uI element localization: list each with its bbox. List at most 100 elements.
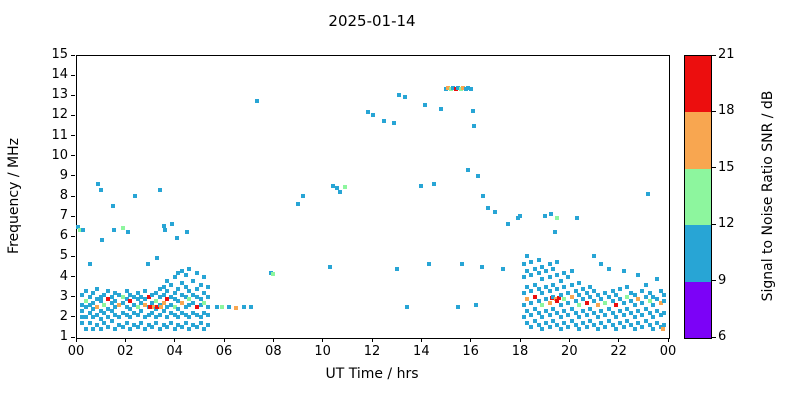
data-point bbox=[91, 326, 96, 331]
colorbar-tick bbox=[712, 223, 716, 225]
data-point bbox=[87, 310, 92, 315]
data-point bbox=[629, 322, 633, 327]
data-point bbox=[551, 266, 556, 271]
data-point bbox=[202, 326, 207, 331]
data-point bbox=[176, 322, 181, 327]
data-point bbox=[573, 310, 578, 315]
data-point bbox=[661, 326, 666, 331]
data-point bbox=[183, 284, 188, 289]
data-point bbox=[625, 306, 630, 311]
data-point bbox=[532, 294, 537, 299]
x-tick-label: 12 bbox=[363, 344, 381, 359]
data-point bbox=[606, 266, 611, 271]
plot-area bbox=[76, 55, 670, 339]
data-point bbox=[610, 298, 615, 303]
x-tick-label: 22 bbox=[610, 344, 627, 359]
data-point bbox=[120, 294, 125, 299]
data-point bbox=[588, 318, 593, 323]
y-tick bbox=[71, 296, 75, 298]
data-point bbox=[98, 316, 103, 321]
colorbar-tick-label: 6 bbox=[718, 329, 727, 344]
data-point bbox=[426, 262, 431, 267]
data-point bbox=[577, 292, 582, 297]
colorbar-tick-label: 12 bbox=[718, 216, 735, 232]
data-point bbox=[404, 304, 409, 309]
data-point bbox=[194, 312, 199, 317]
x-tick bbox=[420, 338, 422, 342]
colorbar-tick bbox=[712, 280, 716, 282]
data-point bbox=[161, 224, 166, 229]
data-point bbox=[382, 119, 387, 124]
data-point bbox=[172, 296, 177, 301]
data-point bbox=[91, 314, 96, 319]
data-point bbox=[91, 290, 96, 295]
data-point bbox=[573, 322, 578, 327]
colorbar-segment bbox=[685, 56, 711, 113]
data-point bbox=[569, 294, 574, 299]
data-point bbox=[629, 310, 633, 315]
data-point bbox=[558, 302, 563, 307]
data-point bbox=[80, 314, 85, 319]
data-point bbox=[202, 290, 207, 295]
data-point bbox=[155, 256, 160, 261]
data-point bbox=[632, 314, 637, 319]
y-tick bbox=[71, 195, 75, 197]
data-point bbox=[651, 302, 656, 307]
data-point bbox=[444, 87, 448, 92]
data-point bbox=[128, 314, 133, 319]
data-point bbox=[610, 322, 615, 327]
data-point bbox=[654, 308, 659, 313]
data-point bbox=[154, 314, 159, 319]
data-point bbox=[446, 86, 451, 91]
data-point bbox=[176, 298, 181, 303]
y-tick-label: 13 bbox=[51, 87, 68, 103]
data-point bbox=[120, 324, 125, 329]
y-tick-label: 4 bbox=[59, 268, 68, 284]
data-point bbox=[198, 296, 203, 301]
data-point bbox=[117, 314, 122, 319]
data-point bbox=[183, 312, 188, 317]
data-point bbox=[555, 260, 559, 265]
y-tick bbox=[71, 74, 75, 76]
data-point bbox=[183, 294, 188, 299]
x-tick bbox=[519, 338, 521, 342]
data-point bbox=[98, 298, 103, 303]
data-point bbox=[180, 280, 185, 285]
data-point bbox=[614, 292, 619, 297]
data-point bbox=[83, 326, 88, 331]
data-point bbox=[551, 282, 556, 287]
data-point bbox=[540, 326, 545, 331]
x-tick bbox=[618, 338, 620, 342]
data-point bbox=[580, 308, 585, 313]
data-point bbox=[643, 282, 648, 287]
data-point bbox=[555, 216, 559, 221]
data-point bbox=[143, 288, 148, 293]
x-tick bbox=[322, 338, 324, 342]
data-point bbox=[640, 324, 645, 329]
data-point bbox=[128, 298, 133, 303]
data-point bbox=[109, 308, 114, 313]
data-point bbox=[529, 300, 534, 305]
x-tick-label: 16 bbox=[462, 344, 479, 359]
data-point bbox=[109, 294, 114, 299]
data-point bbox=[131, 302, 136, 307]
data-point bbox=[610, 288, 615, 293]
data-point bbox=[241, 304, 246, 309]
y-tick-label: 6 bbox=[59, 228, 68, 244]
data-point bbox=[91, 300, 96, 305]
colorbar-segment bbox=[685, 112, 711, 169]
data-point bbox=[592, 322, 596, 327]
data-point bbox=[599, 296, 604, 301]
data-point bbox=[146, 294, 151, 299]
data-point bbox=[205, 312, 210, 317]
data-point bbox=[151, 304, 156, 309]
data-point bbox=[187, 266, 192, 271]
data-point bbox=[214, 304, 219, 309]
data-point bbox=[397, 93, 402, 98]
data-point bbox=[423, 103, 428, 108]
data-point bbox=[647, 310, 652, 315]
data-point bbox=[80, 292, 85, 297]
data-point bbox=[191, 310, 196, 315]
data-point bbox=[592, 310, 596, 315]
data-point bbox=[574, 216, 579, 221]
